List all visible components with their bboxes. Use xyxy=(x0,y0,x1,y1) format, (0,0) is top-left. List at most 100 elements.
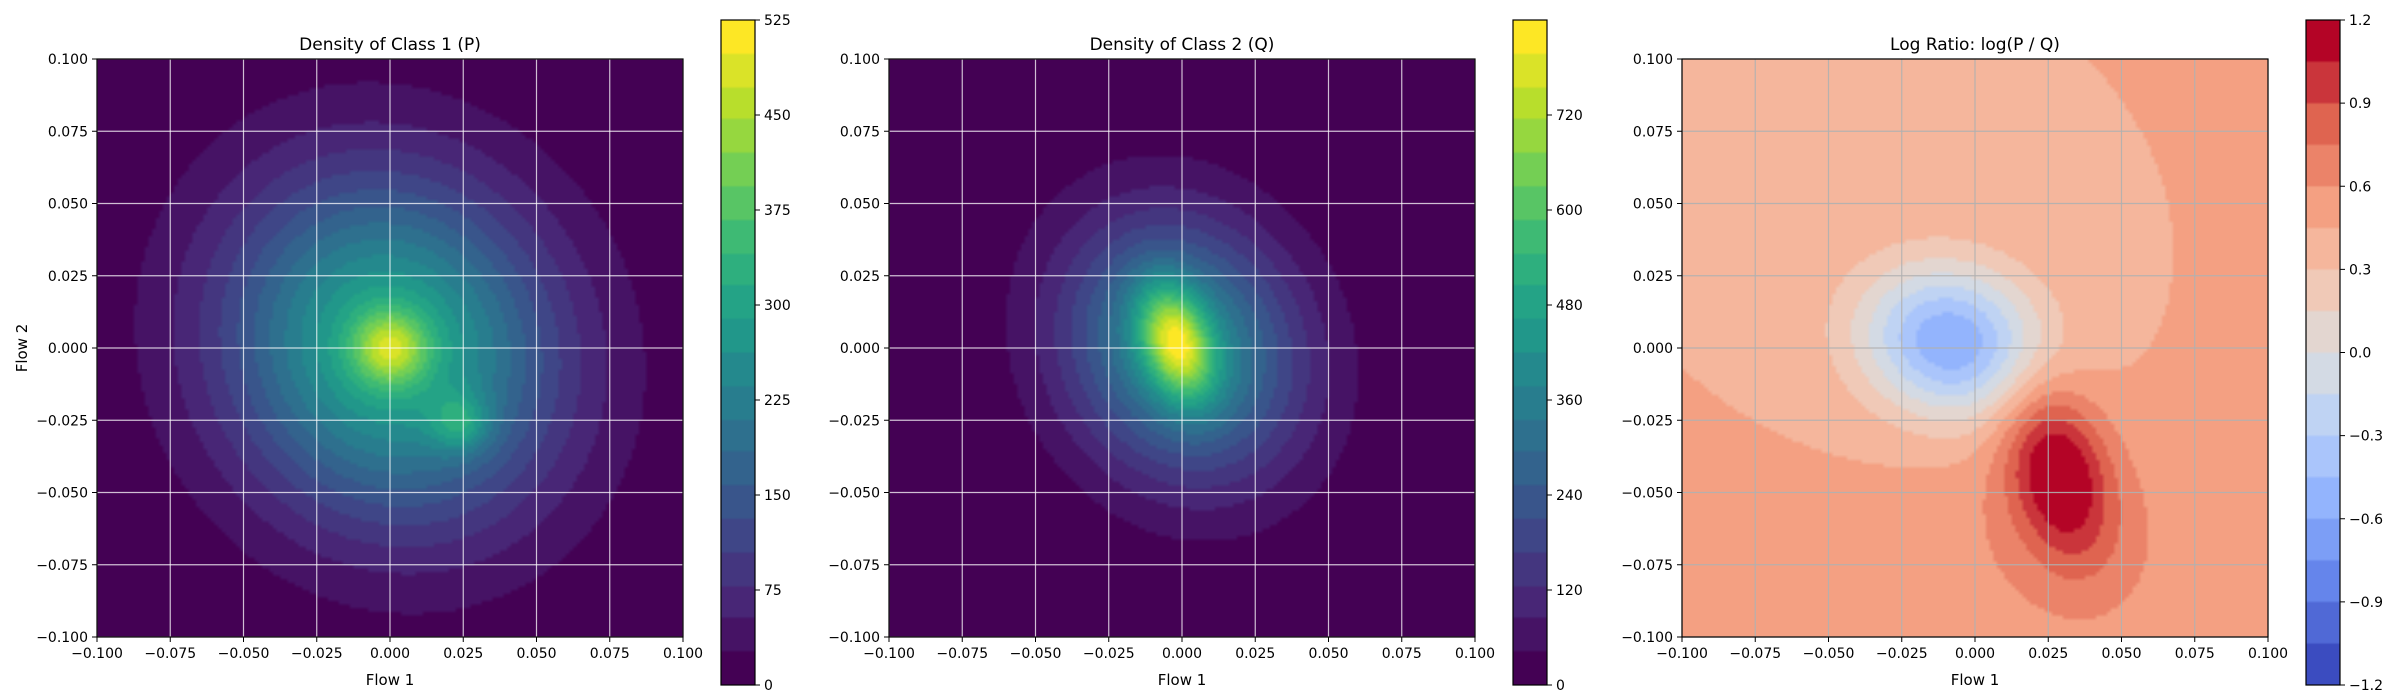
x-tick-label: −0.050 xyxy=(1010,646,1062,662)
x-axis-label: Flow 1 xyxy=(1951,671,2000,689)
colorbar-tick-label: 525 xyxy=(764,13,791,29)
y-tick-label: −0.075 xyxy=(1621,558,1673,574)
x-tick-label: 0.075 xyxy=(1382,646,1422,662)
y-tick-label: 0.050 xyxy=(1633,197,1673,213)
y-tick-label: 0.025 xyxy=(48,269,88,285)
colorbar-tick-label: 120 xyxy=(1556,583,1583,599)
colorbar-ticks: −1.2 −0.9 −0.6 −0.3 0.0 0.3 0.6 0.9 1.2 xyxy=(2340,13,2383,694)
x-tick-label: −0.050 xyxy=(1803,646,1855,662)
x-ticks: −0.100 −0.075 −0.050 −0.025 0.000 0.025 0.050 0… xyxy=(71,637,703,662)
colorbar-tick-label: −0.3 xyxy=(2349,429,2383,445)
colorbar-tick-label: 450 xyxy=(764,108,791,124)
x-tick-label: 0.050 xyxy=(1308,646,1348,662)
y-tick-label: −0.050 xyxy=(828,486,880,502)
chart-title: Log Ratio: log(P / Q) xyxy=(1890,35,2060,55)
x-tick-label: −0.100 xyxy=(1656,646,1708,662)
x-tick-label: 0.025 xyxy=(443,646,483,662)
y-tick-label: 0.025 xyxy=(1633,269,1673,285)
colorbar-tick-label: 225 xyxy=(764,393,791,409)
y-ticks: −0.100 −0.075 −0.050 −0.025 0.000 0.025 0.050 0… xyxy=(1621,52,1682,646)
x-tick-label: −0.100 xyxy=(863,646,915,662)
x-tick-label: 0.075 xyxy=(2175,646,2215,662)
y-axis-label: Flow 2 xyxy=(13,324,31,373)
colorbar-tick-label: 0.0 xyxy=(2349,346,2371,362)
y-tick-label: 0.000 xyxy=(840,341,880,357)
y-tick-label: 0.025 xyxy=(840,269,880,285)
x-tick-label: −0.025 xyxy=(1876,646,1928,662)
y-tick-label: 0.100 xyxy=(1633,52,1673,68)
y-tick-label: −0.050 xyxy=(1621,486,1673,502)
y-tick-label: 0.075 xyxy=(840,124,880,140)
x-tick-label: 0.000 xyxy=(1955,646,1995,662)
colorbar-tick-label: −0.6 xyxy=(2349,512,2383,528)
colorbar-tick-label: 1.2 xyxy=(2349,13,2371,29)
colorbar-tick-label: 600 xyxy=(1556,203,1583,219)
x-tick-label: 0.000 xyxy=(1162,646,1202,662)
colorbar-tick-label: 360 xyxy=(1556,393,1583,409)
y-tick-label: −0.025 xyxy=(828,413,880,429)
x-tick-label: 0.050 xyxy=(516,646,556,662)
x-tick-label: 0.100 xyxy=(663,646,703,662)
x-tick-label: 0.075 xyxy=(590,646,630,662)
panel-log-ratio: Log Ratio: log(P / Q) −0.100 −0.075 −0.050… xyxy=(1621,13,2383,694)
y-tick-label: −0.100 xyxy=(828,630,880,646)
colorbar-ticks: 0 75 150 225 300 375 450 525 xyxy=(755,13,791,694)
colorbar-tick-label: 0.6 xyxy=(2349,179,2371,195)
y-tick-label: −0.025 xyxy=(36,413,88,429)
y-tick-label: 0.000 xyxy=(1633,341,1673,357)
y-tick-label: −0.025 xyxy=(1621,413,1673,429)
y-tick-label: −0.050 xyxy=(36,486,88,502)
colorbar-image xyxy=(1513,20,1547,685)
x-tick-label: −0.075 xyxy=(936,646,988,662)
colorbar-ticks: 0 120 240 360 480 600 720 xyxy=(1547,108,1583,694)
x-tick-label: 0.025 xyxy=(1235,646,1275,662)
y-tick-label: 0.000 xyxy=(48,341,88,357)
colorbar-tick-label: 300 xyxy=(764,298,791,314)
y-tick-label: 0.075 xyxy=(48,124,88,140)
x-tick-label: −0.050 xyxy=(218,646,270,662)
colorbar-tick-label: 0.9 xyxy=(2349,96,2371,112)
y-ticks: −0.100 −0.075 −0.050 −0.025 0.000 0.025 0.050 0… xyxy=(36,52,97,646)
colorbar-tick-label: 720 xyxy=(1556,108,1583,124)
colorbar-image xyxy=(721,20,755,685)
panel-density-q: Density of Class 2 (Q) −0.100 −0.075 −0.05… xyxy=(828,19,1583,694)
colorbar-tick-label: 0 xyxy=(1556,678,1565,694)
chart-title: Density of Class 1 (P) xyxy=(299,35,481,55)
x-tick-label: −0.025 xyxy=(1083,646,1135,662)
colorbar-tick-label: 0.3 xyxy=(2349,262,2371,278)
colorbar-tick-label: −1.2 xyxy=(2349,678,2383,694)
colorbar-image xyxy=(2306,20,2340,685)
x-tick-label: 0.025 xyxy=(2028,646,2068,662)
colorbar-tick-label: 150 xyxy=(764,488,791,504)
colorbar-tick-label: 240 xyxy=(1556,488,1583,504)
y-tick-label: 0.075 xyxy=(1633,124,1673,140)
colorbar-tick-label: −0.9 xyxy=(2349,595,2383,611)
y-tick-label: 0.050 xyxy=(840,197,880,213)
colorbar-tick-label: 75 xyxy=(764,583,782,599)
panel-density-p: Density of Class 1 (P) −0.100 −0.075 −0.05… xyxy=(13,13,791,694)
x-axis-label: Flow 1 xyxy=(1158,671,1207,689)
colorbar-tick-label: 375 xyxy=(764,203,791,219)
x-tick-label: 0.050 xyxy=(2101,646,2141,662)
x-tick-label: −0.075 xyxy=(1729,646,1781,662)
y-ticks: −0.100 −0.075 −0.050 −0.025 0.000 0.025 0.050 0… xyxy=(828,52,889,646)
y-tick-label: −0.100 xyxy=(1621,630,1673,646)
y-tick-label: 0.100 xyxy=(840,52,880,68)
x-tick-label: −0.100 xyxy=(71,646,123,662)
colorbar-frame xyxy=(1512,19,1548,686)
x-ticks: −0.100 −0.075 −0.050 −0.025 0.000 0.025 0.050 0… xyxy=(1656,637,2288,662)
x-tick-label: −0.075 xyxy=(144,646,196,662)
y-tick-label: 0.050 xyxy=(48,197,88,213)
x-tick-label: 0.000 xyxy=(370,646,410,662)
x-tick-label: 0.100 xyxy=(2248,646,2288,662)
x-tick-label: 0.100 xyxy=(1455,646,1495,662)
x-tick-label: −0.025 xyxy=(291,646,343,662)
colorbar-tick-label: 0 xyxy=(764,678,773,694)
y-tick-label: −0.075 xyxy=(36,558,88,574)
chart-title: Density of Class 2 (Q) xyxy=(1090,35,1275,55)
x-ticks: −0.100 −0.075 −0.050 −0.025 0.000 0.025 0.050 0… xyxy=(863,637,1495,662)
y-tick-label: −0.075 xyxy=(828,558,880,574)
x-axis-label: Flow 1 xyxy=(366,671,415,689)
colorbar-frame xyxy=(720,19,756,686)
